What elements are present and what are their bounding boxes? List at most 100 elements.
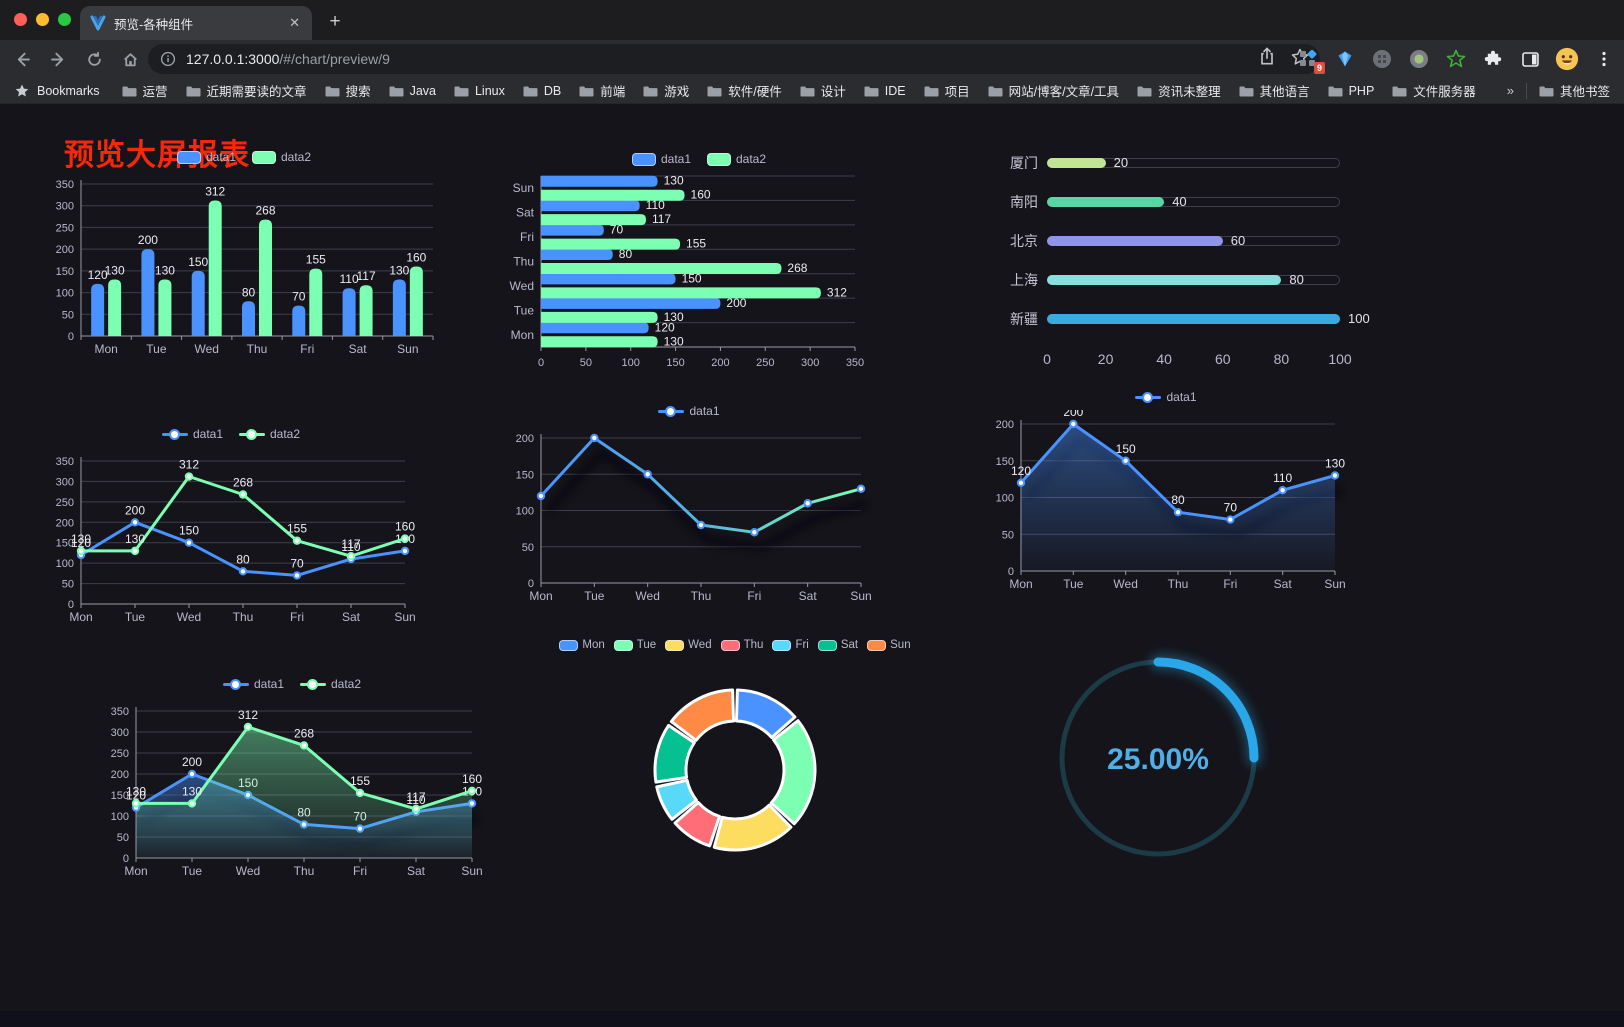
- url-bar[interactable]: 127.0.0.1:3000/#/chart/preview/9: [148, 44, 1320, 74]
- extension-gem-icon[interactable]: [1333, 45, 1357, 73]
- legend-item-data1[interactable]: data1: [1135, 390, 1197, 404]
- progress-row-新疆: 新疆 100: [1010, 311, 1370, 327]
- folder-icon: [1239, 86, 1254, 96]
- extension-green-star-icon[interactable]: [1444, 45, 1468, 73]
- share-icon[interactable]: [1258, 47, 1276, 67]
- svg-text:70: 70: [292, 290, 306, 304]
- legend-item-data2[interactable]: data2: [252, 150, 311, 164]
- svg-text:70: 70: [290, 556, 304, 570]
- legend-item-Fri[interactable]: Fri: [772, 639, 809, 651]
- url-path: /#/chart/preview/9: [279, 51, 390, 67]
- svg-text:130: 130: [1325, 456, 1345, 470]
- bookmark-folder[interactable]: 资讯未整理: [1137, 81, 1221, 100]
- svg-text:Sat: Sat: [342, 610, 361, 624]
- bookmark-folder[interactable]: 网站/博客/文章/工具: [988, 81, 1119, 100]
- bookmark-folder[interactable]: Java: [389, 84, 436, 98]
- svg-text:Wed: Wed: [1113, 577, 1137, 591]
- bookmark-folder[interactable]: 软件/硬件: [707, 81, 782, 100]
- progress-row-北京: 北京 60: [998, 233, 1350, 249]
- legend-item-Sun[interactable]: Sun: [867, 639, 911, 651]
- legend-item-data1[interactable]: data1: [161, 427, 223, 441]
- bookmark-folder[interactable]: 其他语言: [1239, 81, 1310, 100]
- svg-text:200: 200: [138, 233, 158, 247]
- minimize-window-button[interactable]: [36, 13, 49, 26]
- svg-text:155: 155: [686, 237, 706, 251]
- bookmark-folder[interactable]: 搜索: [325, 81, 371, 100]
- bar-chart-canvas: 0 50 100 150 200 250 300 350 Mon Tue Wed Thu Fri Sat S…: [56, 179, 434, 356]
- bookmarks-star-icon[interactable]: [14, 83, 30, 99]
- legend-item-Mon[interactable]: Mon: [559, 639, 605, 651]
- svg-text:150: 150: [996, 456, 1014, 468]
- legend-item-data1[interactable]: data1: [176, 150, 236, 164]
- site-info-icon[interactable]: [160, 51, 176, 67]
- legend-item-Wed[interactable]: Wed: [665, 639, 712, 651]
- home-icon[interactable]: [118, 47, 142, 71]
- svg-text:160: 160: [406, 251, 426, 265]
- line-chart-canvas: 0 50 100 150 200 250 300 350 Mon Tue Wed Thu Fri Sat S…: [56, 456, 416, 624]
- svg-text:50: 50: [580, 357, 592, 369]
- new-tab-button[interactable]: +: [329, 11, 341, 32]
- svg-text:Wed: Wed: [194, 342, 218, 356]
- legend-item-data2[interactable]: data2: [239, 427, 300, 441]
- progress-bars: 厦门 20 南阳 40 北京 60 上海 80 新疆 100 0 20 40 60 80 100: [998, 155, 1370, 371]
- svg-text:Thu: Thu: [247, 342, 268, 356]
- browser-tab[interactable]: 预览-各种组件 ✕: [80, 6, 312, 40]
- side-panel-icon[interactable]: [1518, 45, 1542, 73]
- extension-grid-icon[interactable]: 9: [1296, 45, 1325, 74]
- legend-item-data1[interactable]: data1: [658, 404, 720, 418]
- chart-horizontal-bar: data1 data2 0 50 100 150 200 250 300 350 Sun Sat Fr…: [503, 150, 895, 377]
- tab-close-icon[interactable]: ✕: [289, 15, 300, 30]
- svg-text:350: 350: [56, 456, 74, 468]
- gauge-canvas: 25.00%: [1059, 654, 1262, 857]
- svg-text:Mon: Mon: [529, 589, 552, 603]
- legend-item-data1[interactable]: data1: [222, 677, 284, 691]
- chart-grouped-bar: data1 data2 0 50 100 150 200 250 300 350 Mon Tue We…: [45, 148, 443, 373]
- bookmark-folder[interactable]: 近期需要读的文章: [186, 81, 307, 100]
- bookmark-folder[interactable]: PHP: [1328, 84, 1374, 98]
- legend-item-data2[interactable]: data2: [707, 152, 766, 166]
- bookmark-folder[interactable]: 项目: [924, 81, 970, 100]
- bookmark-folder[interactable]: 运营: [122, 81, 168, 100]
- bookmark-folder[interactable]: IDE: [864, 84, 906, 98]
- forward-icon[interactable]: [46, 47, 70, 71]
- folder-icon: [1392, 86, 1407, 96]
- extension-circle-dot-icon[interactable]: [1407, 45, 1431, 73]
- chart-donut: Mon Tue Wed Thu Fri Sat Sun: [545, 636, 925, 878]
- reload-icon[interactable]: [82, 47, 106, 71]
- svg-text:100: 100: [996, 493, 1014, 505]
- svg-text:110: 110: [341, 540, 360, 554]
- other-bookmarks-folder[interactable]: 其他书签: [1539, 81, 1610, 100]
- back-icon[interactable]: [10, 47, 34, 71]
- svg-text:Tue: Tue: [1063, 577, 1084, 591]
- hbar-chart-canvas: 0 50 100 150 200 250 300 350 Sun Sat Fri Thu Wed Tue M…: [510, 174, 865, 369]
- legend-item-data1[interactable]: data1: [631, 152, 691, 166]
- profile-avatar[interactable]: [1555, 45, 1579, 73]
- bookmarks-overflow-chevron[interactable]: »: [1506, 83, 1514, 98]
- bookmark-folder[interactable]: 前端: [579, 81, 625, 100]
- legend-item-Tue[interactable]: Tue: [613, 639, 656, 651]
- bookmarks-label[interactable]: Bookmarks: [37, 83, 100, 98]
- line-chart-canvas: 0 50 100 150 200 Mon Tue Wed Thu Fri Sat Sun: [516, 433, 872, 603]
- svg-text:Sun: Sun: [1324, 577, 1345, 591]
- bookmark-folder[interactable]: 设计: [800, 81, 846, 100]
- svg-text:155: 155: [350, 774, 370, 788]
- close-window-button[interactable]: [14, 13, 27, 26]
- svg-text:312: 312: [205, 185, 225, 199]
- legend-item-Thu[interactable]: Thu: [720, 639, 763, 651]
- bookmark-folder[interactable]: DB: [523, 84, 561, 98]
- menu-kebab-icon[interactable]: [1592, 45, 1616, 73]
- extensions-puzzle-icon[interactable]: [1481, 45, 1505, 73]
- svg-text:Tue: Tue: [584, 589, 605, 603]
- svg-text:150: 150: [188, 255, 208, 269]
- chart-legend: data1: [505, 402, 873, 420]
- extension-circle-pattern-icon[interactable]: [1370, 45, 1394, 73]
- bookmark-folder[interactable]: 游戏: [643, 81, 689, 100]
- maximize-window-button[interactable]: [58, 13, 71, 26]
- legend-item-data2[interactable]: data2: [300, 677, 361, 691]
- bottom-strip: [0, 1011, 1624, 1027]
- area-chart-canvas: 0 50 100 150 200 Mon Tue Wed Thu Fri Sat Sun 120 200 1…: [996, 405, 1346, 591]
- bookmark-folder[interactable]: Linux: [454, 84, 505, 98]
- svg-text:350: 350: [846, 357, 864, 369]
- legend-item-Sat[interactable]: Sat: [817, 639, 858, 651]
- bookmark-folder[interactable]: 文件服务器: [1392, 81, 1476, 100]
